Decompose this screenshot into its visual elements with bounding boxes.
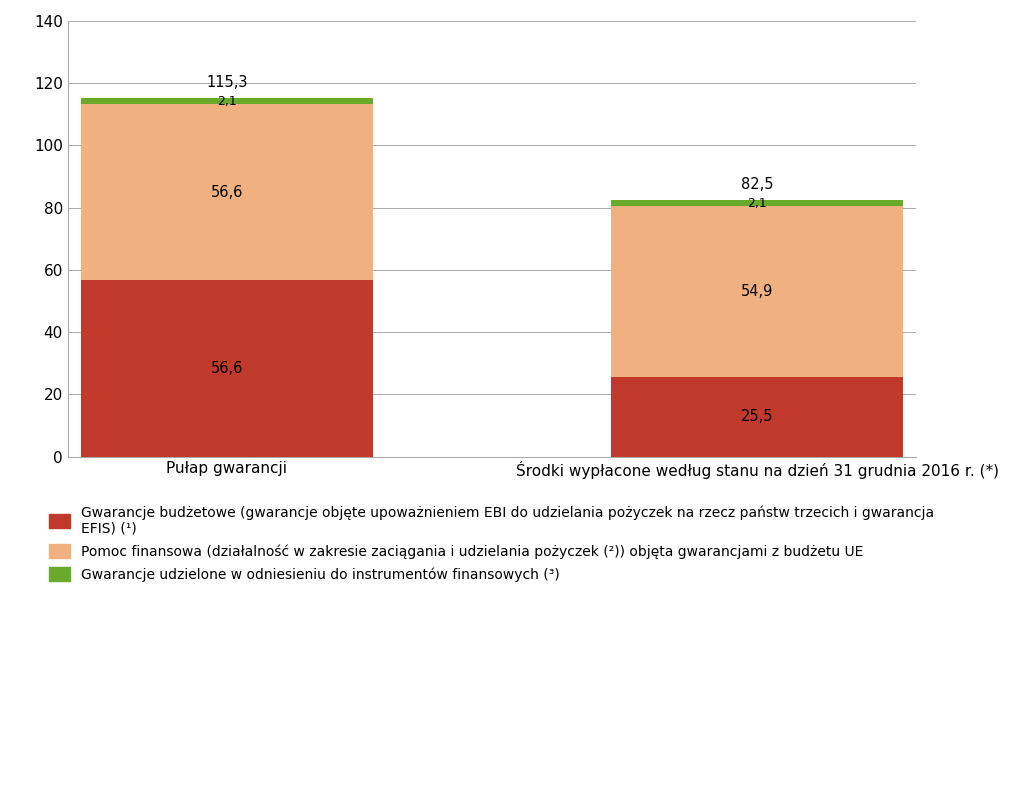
Bar xyxy=(611,200,903,207)
Bar xyxy=(81,98,373,104)
Text: 56,6: 56,6 xyxy=(211,185,243,200)
Text: 2,1: 2,1 xyxy=(217,95,237,108)
Legend: Gwarancje budżetowe (gwarancje objęte upoważnieniem EBI do udzielania pożyczek n: Gwarancje budżetowe (gwarancje objęte up… xyxy=(43,498,941,589)
Bar xyxy=(81,104,373,280)
Text: 25,5: 25,5 xyxy=(741,409,773,424)
Bar xyxy=(81,280,373,457)
Text: 2,1: 2,1 xyxy=(748,197,767,210)
Bar xyxy=(611,377,903,457)
Bar xyxy=(611,207,903,377)
Text: 56,6: 56,6 xyxy=(211,361,243,376)
Text: 54,9: 54,9 xyxy=(741,284,773,300)
Text: 82,5: 82,5 xyxy=(741,177,773,192)
Text: 115,3: 115,3 xyxy=(206,75,248,90)
